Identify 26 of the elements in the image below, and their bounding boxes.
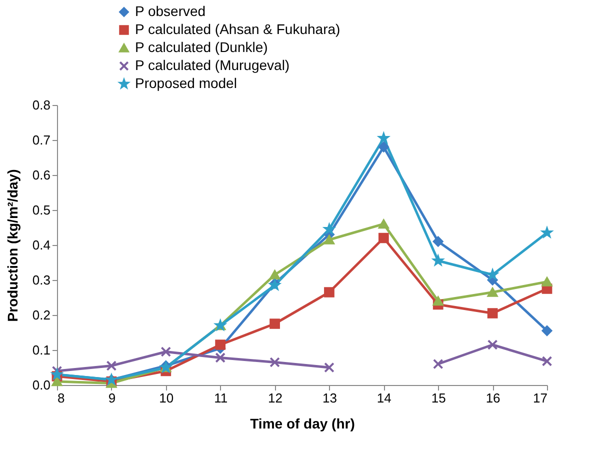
y-tick-label: 0.8 [32, 98, 50, 112]
x-axis-title: Time of day (hr) [250, 416, 355, 432]
x-tick-label: 10 [159, 390, 174, 406]
x-tick-label: 16 [486, 390, 500, 406]
x-tick-label: 11 [214, 390, 228, 406]
legend-label: P calculated (Ahsan & Fukuhara) [135, 21, 340, 37]
y-tick-label: 0.1 [32, 342, 50, 358]
x-tick-label: 13 [322, 390, 337, 406]
legend-label: P calculated (Murugeval) [135, 57, 290, 73]
y-tick-label: 0.5 [32, 202, 50, 218]
y-tick-label: 0.3 [32, 272, 50, 288]
x-tick-label: 8 [58, 390, 65, 406]
x-tick-label: 14 [376, 390, 392, 406]
y-tick-label: 0.4 [32, 238, 50, 252]
x-tick-label: 9 [108, 390, 116, 406]
y-axis-title: Production (kg/m²/day) [4, 169, 20, 322]
x-tick-label: 15 [431, 390, 446, 406]
x-tick-label: 17 [533, 390, 548, 406]
legend-label: P calculated (Dunkle) [135, 39, 268, 55]
y-tick-label: 0.0 [32, 378, 50, 392]
legend-label: P observed [135, 3, 206, 19]
legend-label: Proposed model [135, 75, 237, 91]
y-tick-label: 0.7 [32, 132, 50, 148]
x-tick-label: 12 [268, 390, 283, 406]
y-tick-label: 0.2 [32, 308, 50, 322]
y-tick-label: 0.6 [32, 168, 50, 182]
